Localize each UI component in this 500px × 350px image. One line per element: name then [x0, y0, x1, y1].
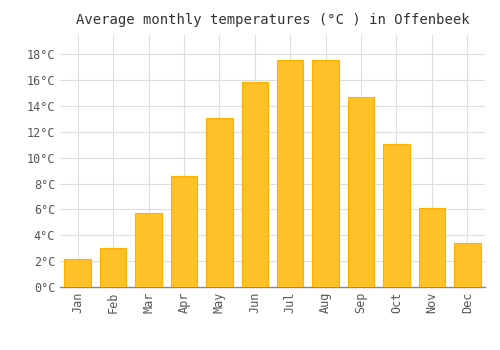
- Bar: [454, 243, 480, 287]
- Bar: [64, 259, 91, 287]
- Title: Average monthly temperatures (°C ) in Offenbeek: Average monthly temperatures (°C ) in Of…: [76, 13, 469, 27]
- Bar: [136, 214, 162, 287]
- Bar: [206, 118, 233, 287]
- Bar: [242, 82, 268, 287]
- Bar: [100, 248, 126, 287]
- Bar: [383, 144, 409, 287]
- Bar: [170, 176, 197, 287]
- Bar: [277, 60, 303, 287]
- Bar: [312, 60, 339, 287]
- Bar: [418, 208, 445, 287]
- Bar: [348, 97, 374, 287]
